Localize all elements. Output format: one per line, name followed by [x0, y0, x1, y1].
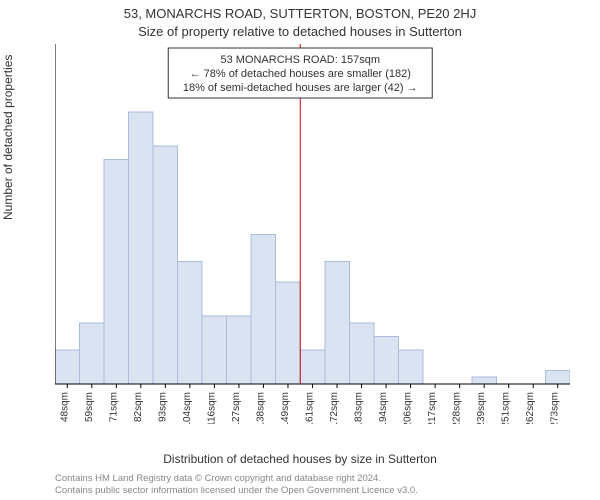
svg-text:59sqm: 59sqm: [84, 392, 95, 422]
svg-text:149sqm: 149sqm: [280, 392, 291, 424]
x-axis-label: Distribution of detached houses by size …: [0, 452, 600, 466]
svg-text:251sqm: 251sqm: [501, 392, 512, 424]
svg-text:48sqm: 48sqm: [59, 392, 70, 422]
svg-text:228sqm: 228sqm: [452, 392, 463, 424]
svg-text:273sqm: 273sqm: [550, 392, 561, 424]
svg-text:127sqm: 127sqm: [231, 392, 242, 424]
svg-text:172sqm: 172sqm: [329, 392, 340, 424]
copyright-line1: Contains HM Land Registry data © Crown c…: [55, 473, 418, 484]
svg-text:206sqm: 206sqm: [403, 392, 414, 424]
copyright-notice: Contains HM Land Registry data © Crown c…: [55, 473, 418, 496]
svg-text:239sqm: 239sqm: [476, 392, 487, 424]
svg-text:93sqm: 93sqm: [157, 392, 168, 422]
svg-text:18% of semi-detached houses ar: 18% of semi-detached houses are larger (…: [183, 82, 418, 94]
svg-text:217sqm: 217sqm: [427, 392, 438, 424]
copyright-line2: Contains public sector information licen…: [55, 485, 418, 496]
svg-text:262sqm: 262sqm: [525, 392, 536, 424]
svg-text:82sqm: 82sqm: [133, 392, 144, 422]
svg-text:138sqm: 138sqm: [255, 392, 266, 424]
svg-text:183sqm: 183sqm: [354, 392, 365, 424]
svg-text:← 78% of detached houses are s: ← 78% of detached houses are smaller (18…: [190, 68, 411, 80]
svg-text:104sqm: 104sqm: [182, 392, 193, 424]
page-title-line2: Size of property relative to detached ho…: [0, 24, 600, 39]
histogram-chart: 0510152025303540455048sqm59sqm71sqm82sqm…: [55, 44, 570, 424]
svg-text:116sqm: 116sqm: [206, 392, 217, 424]
svg-text:161sqm: 161sqm: [305, 392, 316, 424]
svg-text:71sqm: 71sqm: [108, 392, 119, 422]
svg-text:194sqm: 194sqm: [378, 392, 389, 424]
page-title-line1: 53, MONARCHS ROAD, SUTTERTON, BOSTON, PE…: [0, 6, 600, 21]
svg-text:53 MONARCHS ROAD: 157sqm: 53 MONARCHS ROAD: 157sqm: [220, 54, 380, 66]
y-axis-label: Number of detached properties: [1, 55, 15, 220]
